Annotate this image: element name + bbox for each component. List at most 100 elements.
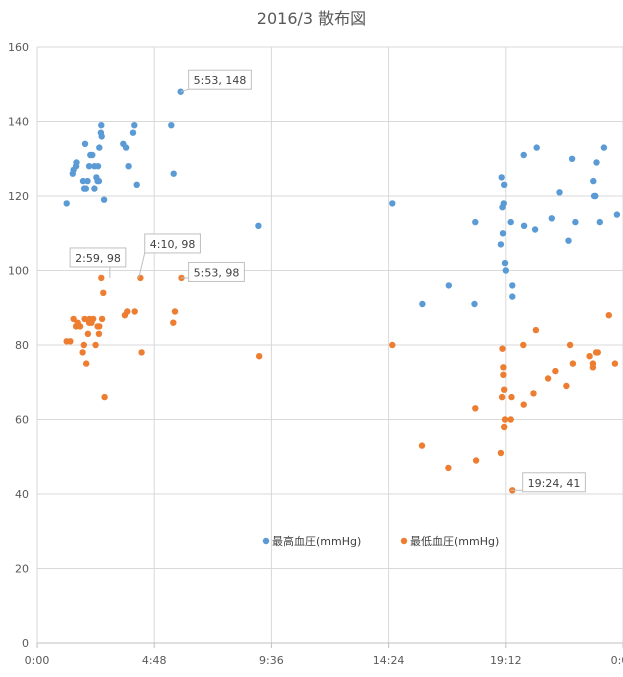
y-tick-label: 80 <box>15 339 29 352</box>
data-point <box>472 457 480 464</box>
data-point <box>84 177 91 185</box>
data-point <box>98 133 105 140</box>
data-point <box>255 222 262 229</box>
data-point <box>83 360 90 367</box>
data-point <box>507 218 514 226</box>
data-point <box>170 319 177 326</box>
data-point <box>85 163 93 170</box>
data-point <box>472 405 479 412</box>
legend-item: 最高血圧(mmHg) <box>262 534 361 548</box>
chart-title: 2016/3 散布図 <box>257 9 366 28</box>
data-point <box>100 289 107 296</box>
data-point <box>501 423 508 431</box>
y-tick-label: 100 <box>8 265 29 278</box>
data-point <box>502 267 509 274</box>
data-point <box>84 330 92 337</box>
data-point <box>131 122 138 129</box>
series-points <box>63 88 621 494</box>
series-1 <box>63 88 621 308</box>
data-point <box>520 401 527 408</box>
callout-label: 5:53, 98 <box>194 266 240 279</box>
data-point <box>89 151 96 159</box>
data-point <box>101 393 108 401</box>
data-point <box>501 181 508 188</box>
data-point <box>556 189 563 196</box>
data-point <box>565 237 572 244</box>
data-point <box>593 159 600 166</box>
series-2 <box>63 274 619 494</box>
legend-item: 最低血圧(mmHg) <box>400 534 499 548</box>
x-tick-label: 0:00 <box>611 654 623 667</box>
data-point <box>508 393 515 401</box>
callout-box <box>188 261 245 282</box>
data-point <box>81 315 88 323</box>
callout-pointer <box>180 88 189 93</box>
callout: 2:59, 98 <box>69 247 127 278</box>
callout: 5:53, 98 <box>180 261 245 282</box>
data-point <box>445 464 452 472</box>
y-tick-label: 20 <box>15 563 29 576</box>
data-point <box>171 308 179 315</box>
callout-label: 4:10, 98 <box>150 238 196 251</box>
data-point <box>133 181 140 188</box>
data-point <box>98 122 105 129</box>
data-point <box>79 177 87 185</box>
data-point <box>472 218 479 226</box>
data-point <box>418 442 426 449</box>
data-callouts: 5:53, 148 2:59, 98 4:10, 98 5:53, 98 19:24, … <box>69 69 586 493</box>
data-point <box>548 215 555 222</box>
data-point <box>498 174 505 181</box>
data-point <box>98 315 106 323</box>
data-point <box>530 390 537 397</box>
callout-label: 2:59, 98 <box>75 252 121 265</box>
callout-box <box>69 247 127 268</box>
data-point <box>95 177 103 185</box>
y-tick-label: 120 <box>8 190 29 203</box>
data-point <box>90 315 97 323</box>
data-point <box>63 200 70 207</box>
data-point <box>471 300 478 308</box>
data-point <box>611 360 619 367</box>
data-point <box>76 323 84 330</box>
data-point <box>592 192 599 200</box>
data-point <box>500 200 507 207</box>
data-point <box>389 341 396 349</box>
data-point <box>520 222 528 229</box>
data-point <box>497 449 505 457</box>
data-point <box>137 274 144 282</box>
data-point <box>520 151 527 159</box>
data-point <box>569 360 577 367</box>
data-point <box>445 282 452 289</box>
x-tick-label: 0:00 <box>25 654 50 667</box>
data-point <box>81 140 89 147</box>
data-point <box>501 259 509 267</box>
data-point <box>170 170 177 177</box>
x-tick-label: 9:36 <box>259 654 284 667</box>
axes: 0 20 40 60 80 100 120 140 160 0:00 4:48 9:36 14:24 19… <box>8 41 623 667</box>
legend-label: 最高血圧(mmHg) <box>272 534 361 548</box>
data-point <box>73 159 80 166</box>
data-point <box>497 241 505 248</box>
callout: 19:24, 41 <box>510 472 586 493</box>
callout-label: 5:53, 148 <box>194 74 247 87</box>
x-tick-label: 19:12 <box>490 654 522 667</box>
data-point <box>500 371 507 378</box>
callout-box <box>188 69 252 90</box>
data-point <box>613 211 621 218</box>
data-point <box>500 364 507 371</box>
callout: 5:53, 148 <box>180 69 252 93</box>
legend-label: 最低血圧(mmHg) <box>410 534 499 548</box>
grid <box>36 46 623 644</box>
data-point <box>389 200 396 207</box>
data-point <box>568 155 576 162</box>
data-point <box>544 375 552 382</box>
data-point <box>96 144 103 151</box>
data-point <box>82 185 90 192</box>
data-point <box>563 382 570 390</box>
y-tick-label: 140 <box>8 116 29 129</box>
data-point <box>80 341 88 349</box>
data-point <box>566 341 574 349</box>
x-tick-label: 4:48 <box>142 654 167 667</box>
